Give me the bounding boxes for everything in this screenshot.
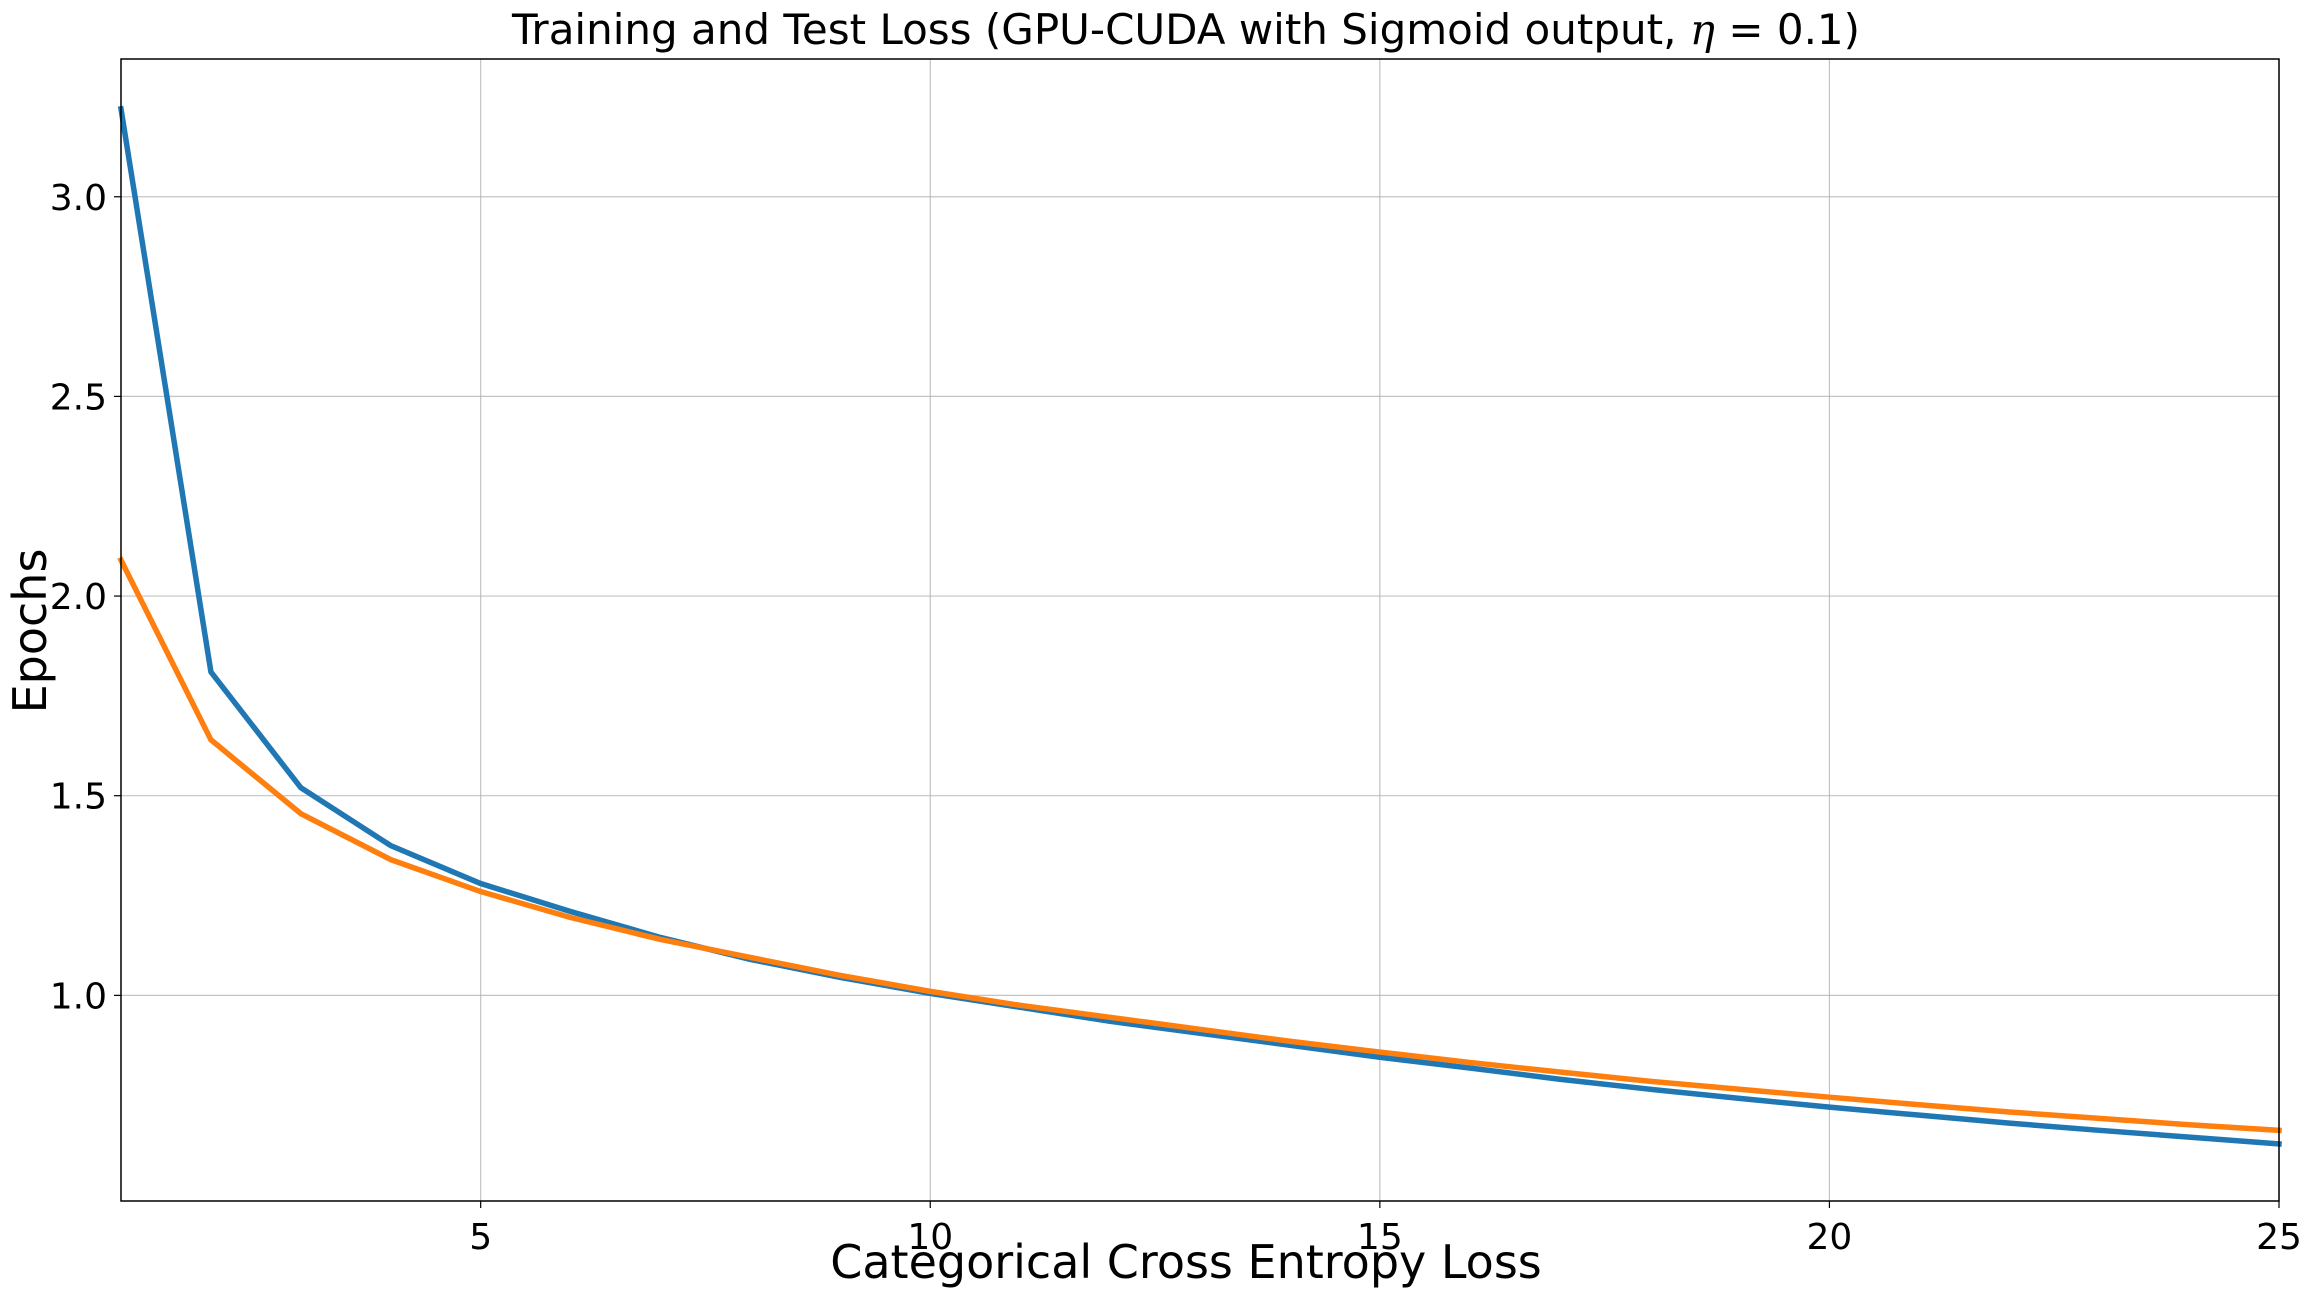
axes	[114, 58, 2280, 1208]
y-axis-label: Epochs	[3, 549, 57, 714]
y-tick-label-0: 1.0	[50, 976, 107, 1017]
y-tick-label-2: 2.0	[50, 577, 107, 618]
series-lines	[117, 105, 2282, 1147]
y-tick-label-3: 2.5	[50, 377, 107, 418]
y-tick-label-4: 3.0	[50, 178, 107, 219]
chart-title: Training and Test Loss (GPU-CUDA with Si…	[511, 5, 1860, 54]
series-line-1	[117, 556, 2282, 1134]
y-tick-label-1: 1.5	[50, 777, 107, 818]
x-tick-label-3: 20	[1807, 1217, 1853, 1258]
x-tick-label-0: 5	[469, 1217, 492, 1258]
x-tick-label-1: 10	[907, 1217, 953, 1258]
plot-frame	[120, 58, 2280, 1202]
tick-labels: 5 10 15 20 25 1.0 1.5 2.0 2.5 3.0	[50, 178, 2302, 1258]
x-tick-label-4: 25	[2256, 1217, 2302, 1258]
series-line-0	[117, 105, 2282, 1147]
x-axis-label: Categorical Cross Entropy Loss	[830, 1235, 1542, 1289]
x-tick-label-2: 15	[1357, 1217, 1403, 1258]
